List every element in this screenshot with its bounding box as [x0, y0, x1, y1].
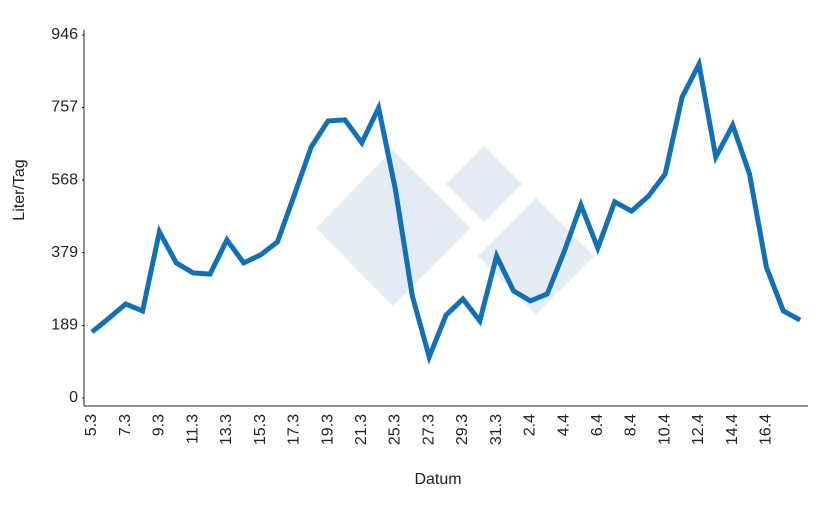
y-tick-label: 568 [51, 171, 78, 188]
y-tick-label: 189 [51, 317, 78, 334]
y-tick-label: 757 [51, 99, 78, 116]
x-tick-label: 27.3 [420, 414, 437, 445]
y-tick-label: 379 [51, 244, 78, 261]
x-axis-label: Datum [414, 471, 461, 488]
x-tick-label: 29.3 [454, 414, 471, 445]
x-tick-label: 31.3 [488, 414, 505, 445]
x-tick-label: 8.4 [623, 414, 640, 436]
x-tick-label: 5.3 [83, 414, 100, 436]
x-tick-label: 10.4 [656, 414, 673, 445]
y-tick-label: 0 [69, 389, 78, 406]
x-tick-label: 9.3 [151, 414, 168, 436]
y-tick-label: 946 [51, 26, 78, 43]
watermark [316, 146, 594, 314]
x-tick-label: 7.3 [117, 414, 134, 436]
x-tick-label: 11.3 [184, 414, 201, 444]
x-tick-label: 2.4 [522, 414, 539, 436]
x-tick-label: 17.3 [286, 414, 303, 445]
x-tick-label: 13.3 [218, 414, 235, 445]
x-tick-label: 25.3 [387, 414, 404, 445]
x-tick-label: 16.4 [758, 414, 775, 445]
x-tick-label: 19.3 [319, 414, 336, 445]
x-tick-label: 12.4 [690, 414, 707, 445]
y-axis-label: Liter/Tag [11, 159, 28, 220]
data-line [90, 56, 802, 365]
x-tick-label: 4.4 [555, 414, 572, 436]
x-tick-label: 14.4 [724, 414, 741, 445]
x-tick-label: 21.3 [353, 414, 370, 445]
x-tick-label: 6.4 [589, 414, 606, 436]
x-tick-label: 15.3 [252, 414, 269, 445]
